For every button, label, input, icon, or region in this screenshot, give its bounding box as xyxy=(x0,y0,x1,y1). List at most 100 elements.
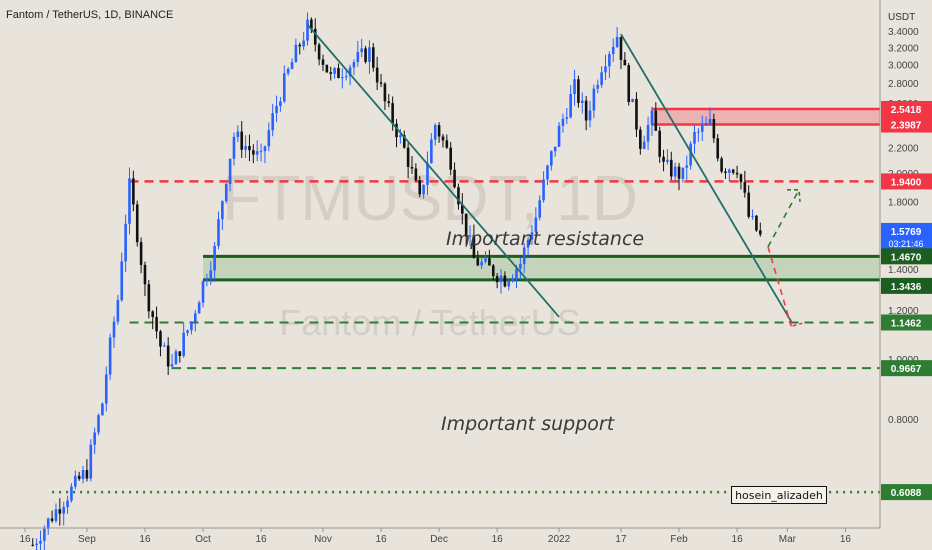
candle-body xyxy=(468,235,472,237)
candle-body xyxy=(62,507,65,514)
candle-body xyxy=(39,540,42,544)
candle xyxy=(197,300,201,314)
y-tick-label: 1.4000 xyxy=(888,265,919,276)
y-tick-label: 0.8000 xyxy=(888,415,919,426)
candle xyxy=(402,130,406,149)
candle-body xyxy=(252,150,255,155)
candle-body xyxy=(244,145,247,150)
candle xyxy=(379,74,383,88)
candle-body xyxy=(383,83,387,102)
candle xyxy=(244,135,247,159)
candle-body xyxy=(542,179,545,201)
candle-body xyxy=(751,215,754,217)
candle xyxy=(209,261,213,286)
x-tick-label: Mar xyxy=(779,534,797,545)
candle-body xyxy=(759,230,762,235)
candle-body xyxy=(697,131,700,133)
candle xyxy=(739,173,743,190)
candle xyxy=(62,501,65,526)
badge-value: 2.3987 xyxy=(891,121,922,132)
candle xyxy=(279,96,282,112)
candle-body xyxy=(81,470,85,480)
resistance-zone xyxy=(651,108,880,125)
candle xyxy=(584,96,588,131)
candle-body xyxy=(639,129,642,149)
candle-body xyxy=(592,88,596,111)
author-tag: hosein_alizadeh xyxy=(731,486,827,504)
price-badge-resistance-lower: 2.3987 xyxy=(881,116,932,133)
candle xyxy=(646,116,650,151)
candle xyxy=(755,214,758,232)
candle-body xyxy=(669,159,673,177)
candle xyxy=(445,134,449,149)
candle-body xyxy=(449,147,452,170)
candle-body xyxy=(240,131,244,150)
candle xyxy=(658,126,661,163)
candle-body xyxy=(310,19,313,29)
candle-body xyxy=(700,125,704,132)
candle xyxy=(538,195,542,221)
candle-body xyxy=(224,183,228,202)
candle-body xyxy=(46,518,50,529)
candle-body xyxy=(677,166,681,179)
candle xyxy=(596,79,600,94)
candle-body xyxy=(66,500,69,508)
candle-body xyxy=(282,73,286,102)
candle xyxy=(329,66,333,81)
candle-body xyxy=(151,311,155,317)
candle xyxy=(333,66,336,79)
candle xyxy=(530,224,534,245)
candle-body xyxy=(275,106,278,114)
candle-body xyxy=(495,276,499,283)
candle xyxy=(39,530,42,550)
candle xyxy=(163,342,166,347)
candle-body xyxy=(364,48,367,62)
candle-body xyxy=(306,19,309,41)
candle-body xyxy=(530,232,534,240)
candle xyxy=(507,279,511,291)
candle-body xyxy=(720,158,723,172)
candle xyxy=(70,483,73,503)
candle xyxy=(623,52,627,66)
candle-body xyxy=(236,131,240,137)
candle xyxy=(151,310,155,330)
candle xyxy=(352,59,356,76)
badge-value: 1.4670 xyxy=(891,252,922,263)
candle-body xyxy=(368,47,371,62)
candle-body xyxy=(526,239,530,248)
candle xyxy=(155,306,158,339)
candle-body xyxy=(159,331,162,347)
candle-body xyxy=(174,351,178,365)
candle xyxy=(449,141,452,176)
candle xyxy=(294,38,298,63)
candle-body xyxy=(372,47,375,68)
badge-bg xyxy=(881,222,932,251)
candle-body xyxy=(588,110,592,121)
price-badge-support-dashed-2: 0.9667 xyxy=(881,360,932,377)
candle xyxy=(759,222,762,237)
candle-body xyxy=(255,151,259,155)
candle-body xyxy=(499,275,503,283)
candle-body xyxy=(35,543,38,546)
candle-body xyxy=(635,98,638,130)
badge-bg xyxy=(881,116,932,133)
candle xyxy=(325,64,329,73)
projection-down-line xyxy=(767,246,793,327)
badge-value: 1.1462 xyxy=(891,318,922,329)
candle-body xyxy=(178,351,182,356)
candle xyxy=(406,143,410,179)
candle-body xyxy=(503,275,507,287)
candle-body xyxy=(317,44,321,60)
candle-body xyxy=(561,118,565,126)
candle xyxy=(580,92,584,114)
x-tick-label: 16 xyxy=(492,534,504,545)
candle-body xyxy=(410,166,414,169)
candle xyxy=(387,94,391,108)
x-tick-label: Sep xyxy=(78,534,96,545)
candle xyxy=(611,38,615,62)
candle xyxy=(553,146,557,157)
candle-body xyxy=(279,101,282,107)
candle-body xyxy=(712,119,716,139)
candle xyxy=(159,329,162,357)
